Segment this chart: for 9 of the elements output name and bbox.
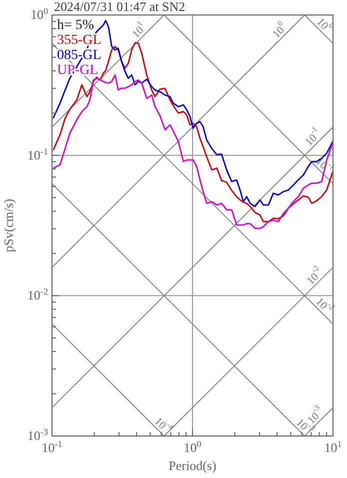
y-tick-label: 10$^{-2}$ <box>27 286 48 303</box>
y-tick-label: 10$^{0}$ <box>30 6 48 22</box>
x-tick-label: 10$^{0}$ <box>184 439 202 455</box>
y-axis-title: pSv(cm/s) <box>1 198 16 252</box>
x-tick-label: 10$^{1}$ <box>324 439 342 455</box>
y-tick-label: 10$^{-1}$ <box>27 146 48 162</box>
x-axis-title: Period(s) <box>168 458 216 473</box>
chart-title: 2024/07/31 01:47 at SN2 <box>54 0 186 14</box>
annotation: h= 5% <box>57 18 94 33</box>
